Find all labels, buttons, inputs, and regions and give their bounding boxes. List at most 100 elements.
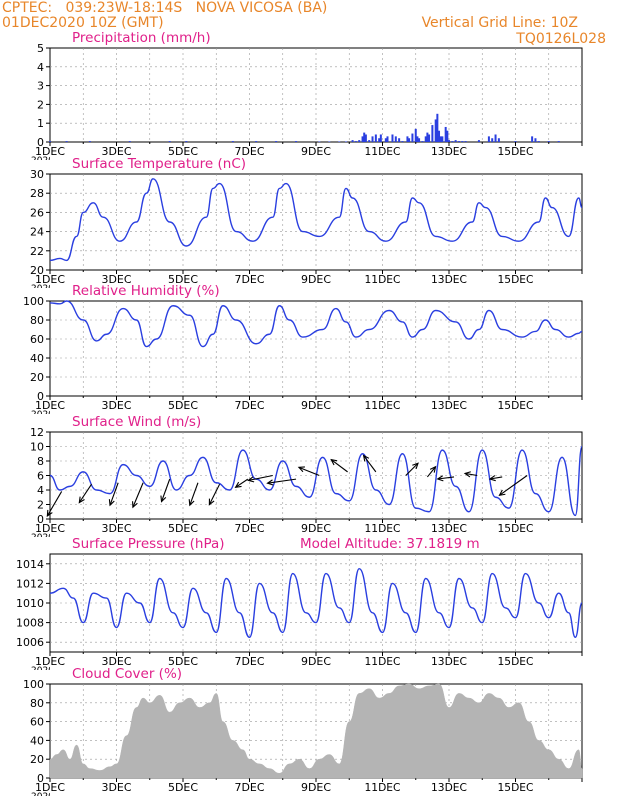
precip-bar (464, 141, 467, 142)
x-tick-label: 13DEC (431, 146, 467, 158)
wind-arrow-shaft (499, 475, 528, 496)
precip-bar (386, 136, 389, 142)
x-tick-label: 15DEC (498, 274, 534, 286)
panel-4: 02 46 810 12 1DEC 3DEC 5DEC 7DEC 9DEC 11DEC 13DEC 1… (30, 414, 583, 543)
panel-title: Surface Wind (m/s) (72, 414, 201, 430)
series-line (49, 445, 583, 517)
wind-arrow (266, 478, 297, 486)
precip-bar (401, 141, 404, 142)
x-tick-label: 11DEC (365, 400, 401, 412)
model-code: TQ0126L028 (516, 31, 606, 47)
x-tick-label: 1DEC (35, 523, 65, 535)
precip-bar (398, 138, 401, 142)
x-tick-label: 9DEC (301, 782, 331, 794)
precip-bar (434, 119, 437, 142)
run-date: 01DEC2020 10Z (GMT) (2, 15, 164, 31)
precip-bar (351, 140, 354, 142)
wind-arrow-shaft (78, 483, 93, 503)
wind-arrow-shaft (426, 466, 436, 478)
x-tick-label: 7DEC (235, 274, 265, 286)
precip-bar (497, 138, 500, 142)
wind-arrow-head (208, 498, 215, 506)
y-tick-label: 20 (30, 264, 44, 277)
x-tick-label: 15DEC (498, 400, 534, 412)
wind-arrow-head (247, 476, 255, 483)
y-tick-label: 1008 (16, 617, 44, 630)
wind-arrow (78, 483, 93, 504)
x-tick-label: 9DEC (301, 274, 331, 286)
wind-arrow-shaft (208, 483, 221, 505)
wind-arrow-shaft (464, 472, 478, 477)
wind-arrow-head (132, 501, 138, 509)
precip-bar (379, 134, 382, 142)
wind-arrow (108, 482, 119, 507)
precip-bar (361, 136, 364, 142)
precip-bar (128, 141, 131, 142)
panel-title: Precipitation (mm/h) (72, 30, 211, 46)
precip-bar (534, 138, 537, 142)
precip-bar (368, 140, 371, 142)
x-year-label: 2020 (31, 792, 54, 800)
precip-bar (338, 141, 341, 143)
vertical-grid-line-label: Vertical Grid Line: 10Z (421, 15, 578, 31)
x-tick-label: 15DEC (498, 782, 534, 794)
precip-bar (354, 141, 357, 142)
precip-bar (451, 141, 454, 142)
x-tick-label: 13DEC (431, 782, 467, 794)
y-tick-label: 22 (30, 245, 44, 258)
x-tick-label: 7DEC (235, 656, 265, 668)
precip-bar (444, 126, 447, 142)
y-tick-label: 0 (37, 136, 44, 149)
x-year-label: 2020 (31, 533, 54, 543)
wind-arrow-head (429, 465, 437, 473)
y-tick-label: 3 (37, 80, 44, 93)
wind-arrow-shaft (405, 462, 419, 476)
wind-arrow-head (362, 454, 370, 462)
precip-bar (374, 134, 377, 142)
wind-arrow (297, 466, 320, 477)
wind-arrow (362, 454, 377, 473)
x-tick-label: 1DEC (35, 656, 65, 668)
panel-3: 0 20 40 60 80 100 1DEC 3DEC 5DEC 7DEC 9DEC 11DEC 13D… (23, 283, 583, 414)
wind-arrow-head (330, 458, 338, 466)
wind-arrow-head (463, 471, 471, 478)
x-tick-label: 3DEC (102, 146, 132, 158)
wind-arrow (330, 458, 348, 473)
wind-arrow (436, 475, 455, 482)
y-tick-label: 0 (37, 390, 44, 403)
wind-arrow-head (498, 489, 506, 496)
wind-arrow (188, 482, 199, 507)
precip-bar (461, 141, 464, 142)
panel-title: Relative Humidity (%) (72, 283, 220, 299)
x-tick-label: 5DEC (168, 146, 198, 158)
precip-bar (408, 138, 411, 142)
precip-bar (364, 134, 367, 142)
wind-arrow (463, 471, 478, 478)
x-tick-label: 11DEC (365, 274, 401, 286)
panel-5: 1006 1008 1010 1012 1014 1DEC 3DEC 5DEC 7DEC 9DEC… (16, 536, 583, 670)
x-tick-label: 7DEC (235, 782, 265, 794)
x-tick-label: 15DEC (498, 656, 534, 668)
panel-1: 0 1 2 3 4 5 1DEC 3DEC 5DEC 7DEC 9DEC 11DEC 13DEC 15DE… (31, 30, 583, 160)
precip-bar (436, 113, 439, 142)
precip-bar (255, 141, 258, 142)
wind-arrow-head (160, 495, 167, 503)
precip-bar (421, 141, 424, 142)
precip-bar (231, 141, 234, 142)
y-tick-label: 1 (37, 117, 44, 130)
precip-bar (439, 136, 442, 142)
precip-bar (88, 141, 91, 142)
precip-bar (438, 130, 441, 142)
wind-arrow (498, 475, 528, 496)
x-tick-label: 5DEC (168, 782, 198, 794)
x-tick-label: 1DEC (35, 400, 65, 412)
y-tick-label: 1012 (16, 577, 44, 590)
precip-bar (418, 138, 421, 142)
wind-arrow-shaft (161, 478, 171, 502)
x-tick-label: 11DEC (365, 656, 401, 668)
precip-bar (557, 141, 560, 142)
x-tick-label: 7DEC (235, 146, 265, 158)
x-tick-label: 5DEC (168, 274, 198, 286)
x-tick-label: 1DEC (35, 782, 65, 794)
wind-arrow (426, 465, 437, 478)
